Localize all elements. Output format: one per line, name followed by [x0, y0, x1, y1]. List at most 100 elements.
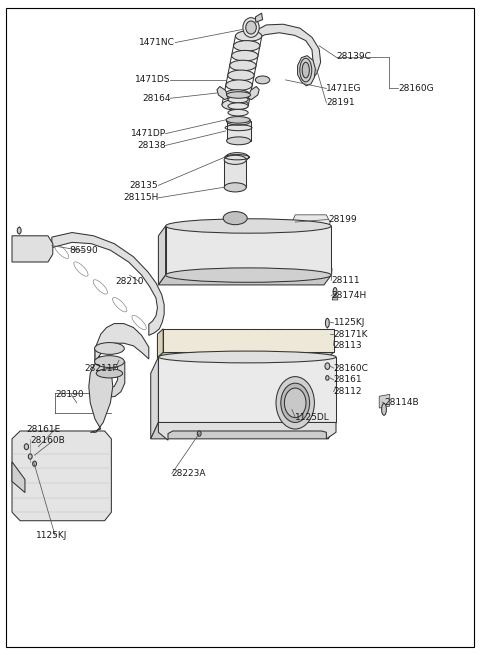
Ellipse shape: [17, 227, 21, 234]
Ellipse shape: [224, 183, 246, 192]
Ellipse shape: [227, 117, 251, 125]
Ellipse shape: [95, 356, 124, 367]
Text: 1125DL: 1125DL: [295, 413, 330, 422]
Polygon shape: [292, 215, 330, 229]
Ellipse shape: [325, 318, 329, 328]
Ellipse shape: [227, 92, 251, 98]
Ellipse shape: [333, 288, 337, 295]
Ellipse shape: [382, 403, 386, 415]
Polygon shape: [157, 352, 334, 358]
Text: 28171K: 28171K: [334, 329, 368, 339]
Text: 28190: 28190: [55, 390, 84, 399]
Ellipse shape: [302, 62, 310, 78]
Polygon shape: [95, 348, 125, 398]
Ellipse shape: [95, 343, 124, 354]
Text: 28161: 28161: [334, 375, 362, 384]
Polygon shape: [217, 86, 228, 100]
Ellipse shape: [166, 268, 331, 282]
Polygon shape: [158, 226, 166, 285]
Ellipse shape: [281, 383, 310, 422]
Ellipse shape: [197, 431, 201, 436]
Text: 28139C: 28139C: [336, 52, 371, 62]
Ellipse shape: [226, 153, 249, 162]
Ellipse shape: [33, 461, 36, 466]
Polygon shape: [151, 422, 336, 439]
Text: 1471NC: 1471NC: [139, 38, 175, 47]
Polygon shape: [151, 357, 158, 439]
Ellipse shape: [158, 351, 336, 363]
Polygon shape: [255, 13, 263, 22]
Ellipse shape: [246, 21, 256, 34]
Ellipse shape: [236, 31, 262, 41]
Polygon shape: [224, 160, 246, 187]
Polygon shape: [379, 394, 390, 408]
Polygon shape: [12, 462, 25, 493]
Polygon shape: [166, 226, 331, 275]
Text: 28174H: 28174H: [331, 291, 366, 300]
Ellipse shape: [276, 377, 314, 429]
Ellipse shape: [224, 90, 251, 100]
Ellipse shape: [255, 76, 270, 84]
Ellipse shape: [228, 96, 248, 103]
Text: 28135: 28135: [130, 181, 158, 190]
Text: 28161E: 28161E: [26, 424, 60, 434]
Polygon shape: [12, 431, 111, 521]
Text: 1471DS: 1471DS: [135, 75, 170, 84]
Text: 28223A: 28223A: [172, 469, 206, 478]
Polygon shape: [258, 24, 321, 81]
Text: 1471EG: 1471EG: [326, 84, 362, 93]
Text: 28199: 28199: [329, 215, 358, 224]
Text: 1471DP: 1471DP: [131, 129, 166, 138]
Text: 1125KJ: 1125KJ: [36, 531, 67, 540]
Text: 28160C: 28160C: [334, 364, 369, 373]
Text: 28211F: 28211F: [84, 364, 118, 373]
Text: 28160B: 28160B: [30, 436, 65, 445]
Text: 28113: 28113: [334, 341, 362, 350]
Ellipse shape: [325, 363, 330, 369]
Polygon shape: [158, 357, 336, 422]
Text: 28112: 28112: [334, 387, 362, 396]
Text: 28111: 28111: [331, 276, 360, 285]
Polygon shape: [95, 324, 149, 362]
Text: 28115H: 28115H: [123, 193, 158, 202]
Text: 28164: 28164: [142, 94, 170, 103]
Ellipse shape: [24, 444, 29, 449]
Ellipse shape: [227, 137, 251, 145]
Polygon shape: [158, 422, 336, 440]
Ellipse shape: [232, 50, 258, 61]
Ellipse shape: [228, 103, 248, 109]
Text: 1125KJ: 1125KJ: [334, 318, 365, 328]
Text: 28191: 28191: [326, 98, 355, 107]
Ellipse shape: [222, 100, 249, 110]
Polygon shape: [157, 329, 163, 358]
Polygon shape: [52, 233, 164, 335]
Ellipse shape: [226, 117, 250, 123]
Text: 28210: 28210: [115, 277, 144, 286]
Ellipse shape: [28, 454, 32, 459]
Polygon shape: [332, 296, 338, 300]
Text: 86590: 86590: [70, 246, 98, 255]
Ellipse shape: [284, 388, 306, 418]
Ellipse shape: [228, 109, 248, 116]
Ellipse shape: [243, 18, 259, 37]
Text: 28114B: 28114B: [384, 398, 419, 407]
Ellipse shape: [224, 155, 246, 164]
Polygon shape: [158, 275, 331, 285]
Polygon shape: [248, 86, 259, 100]
Ellipse shape: [223, 212, 247, 225]
Polygon shape: [298, 56, 315, 86]
Polygon shape: [163, 329, 334, 352]
Ellipse shape: [325, 375, 329, 380]
Ellipse shape: [233, 41, 260, 51]
Ellipse shape: [229, 60, 256, 71]
Polygon shape: [12, 236, 53, 262]
Polygon shape: [89, 362, 113, 432]
Ellipse shape: [300, 58, 312, 82]
Text: 28160G: 28160G: [398, 84, 434, 93]
Ellipse shape: [166, 219, 331, 233]
Ellipse shape: [96, 369, 123, 378]
Ellipse shape: [228, 70, 254, 81]
Ellipse shape: [226, 80, 252, 90]
Text: 28138: 28138: [137, 141, 166, 150]
Polygon shape: [227, 121, 251, 141]
